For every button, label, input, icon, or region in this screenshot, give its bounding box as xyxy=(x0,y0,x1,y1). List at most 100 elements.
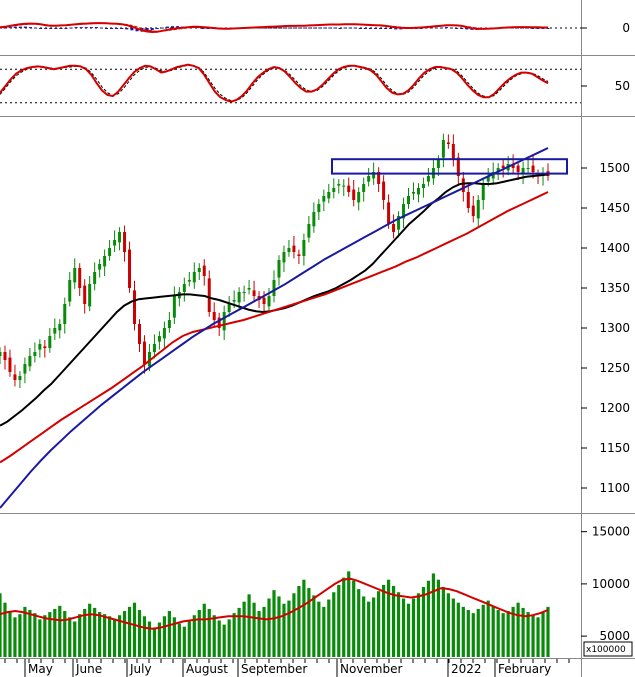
candle-body xyxy=(83,285,87,304)
candle-body xyxy=(387,202,391,224)
volume-bar xyxy=(332,592,336,657)
volume-bar xyxy=(436,579,440,657)
x-tick-label: February xyxy=(498,662,551,676)
candle-body xyxy=(118,232,122,243)
macd-histogram-bar xyxy=(165,26,169,28)
volume-bar xyxy=(167,611,171,657)
candle-body xyxy=(367,176,371,182)
candle-body xyxy=(222,312,226,331)
candle-body xyxy=(332,188,336,192)
volume-bar xyxy=(98,612,102,657)
candle-body xyxy=(0,352,2,356)
volume-bar xyxy=(496,610,500,657)
macd-panel: 0 xyxy=(0,21,630,35)
macd-histogram-bar xyxy=(439,27,443,29)
candle-body xyxy=(58,324,62,331)
volume-bar xyxy=(511,606,515,657)
candle-body xyxy=(327,192,331,199)
candle-body xyxy=(526,168,530,169)
volume-bar xyxy=(322,606,326,657)
candle-body xyxy=(496,168,500,172)
volume-bar xyxy=(307,588,311,657)
x-axis: May June July August September November 2022 Fe… xyxy=(4,659,570,677)
volume-bar xyxy=(362,596,366,657)
volume-bar xyxy=(127,606,132,657)
candle-body xyxy=(456,157,460,176)
volume-bar xyxy=(506,611,510,657)
macd-histogram-bar xyxy=(64,28,68,29)
volume-bar xyxy=(411,598,416,657)
macd-histogram-bar xyxy=(201,28,205,29)
macd-histogram-bar xyxy=(323,27,327,29)
macd-histogram-bar xyxy=(135,28,139,32)
price-panel: 1100 1150 1200 1250 1300 1350 1400 1450 1500 xyxy=(0,133,630,509)
macd-histogram-bar xyxy=(39,28,43,29)
volume-bar xyxy=(541,612,545,657)
macd-histogram-bar xyxy=(445,27,449,29)
candle-body xyxy=(287,248,291,252)
price-axis-tick-label: 1400 xyxy=(599,241,630,255)
macd-histogram-bar xyxy=(120,28,124,29)
volume-bar xyxy=(391,585,396,657)
macd-histogram-bar xyxy=(302,27,306,29)
macd-histogram-bar xyxy=(79,27,83,29)
candle-body xyxy=(48,336,52,348)
volume-unit-label: x100000 xyxy=(586,645,626,655)
candle-body xyxy=(187,280,191,282)
volume-bar xyxy=(372,597,376,657)
candle-body xyxy=(38,344,42,350)
macd-histogram-bar xyxy=(450,27,454,29)
macd-histogram-bar xyxy=(379,28,383,29)
candle-body xyxy=(397,216,401,230)
macd-histogram-bar xyxy=(160,27,164,29)
candle-body xyxy=(242,292,246,293)
macd-histogram-bar xyxy=(368,28,372,29)
candle-body xyxy=(382,181,386,200)
macd-histogram-bar xyxy=(267,27,271,29)
macd-histogram-bar xyxy=(155,28,159,29)
candle-body xyxy=(152,344,156,352)
volume-bar xyxy=(13,617,17,657)
macd-histogram-bar xyxy=(13,26,17,28)
volume-bar xyxy=(18,614,22,657)
macd-histogram-bar xyxy=(328,27,332,29)
volume-bar xyxy=(28,610,32,657)
macd-histogram-bar xyxy=(297,27,301,29)
candle-body xyxy=(297,254,301,256)
volume-bar xyxy=(456,602,460,657)
candle-body xyxy=(416,188,420,195)
candle-body xyxy=(192,272,196,283)
volume-bar xyxy=(247,594,251,657)
macd-histogram-bar xyxy=(389,28,393,29)
macd-histogram-bar xyxy=(44,28,48,29)
volume-bar xyxy=(232,613,236,657)
price-axis-tick-label: 1150 xyxy=(599,441,630,455)
candle-body xyxy=(357,192,361,203)
candle-body xyxy=(337,184,341,186)
volume-bar xyxy=(446,593,450,657)
volume-bar xyxy=(43,615,47,657)
candle-body xyxy=(232,300,236,302)
candle-body xyxy=(402,204,406,219)
volume-bar xyxy=(58,605,62,657)
x-tick-label: 2022 xyxy=(451,662,482,676)
candle-body xyxy=(53,328,57,334)
macd-histogram-bar xyxy=(54,28,58,29)
volume-bar xyxy=(481,604,485,657)
volume-bar xyxy=(377,591,381,657)
volume-bar xyxy=(88,603,92,657)
candle-body xyxy=(162,328,166,339)
volume-bar xyxy=(386,579,391,657)
macd-histogram-bar xyxy=(536,28,540,29)
candle-body xyxy=(411,192,415,194)
candle-body xyxy=(28,356,32,367)
candle-body xyxy=(3,352,7,360)
volume-bar xyxy=(68,617,72,657)
candle-body xyxy=(123,232,127,252)
price-axis-tick-label: 1350 xyxy=(599,281,630,295)
ma100-line xyxy=(0,191,549,464)
macd-histogram-bar xyxy=(23,26,27,28)
volume-bar xyxy=(401,598,406,657)
